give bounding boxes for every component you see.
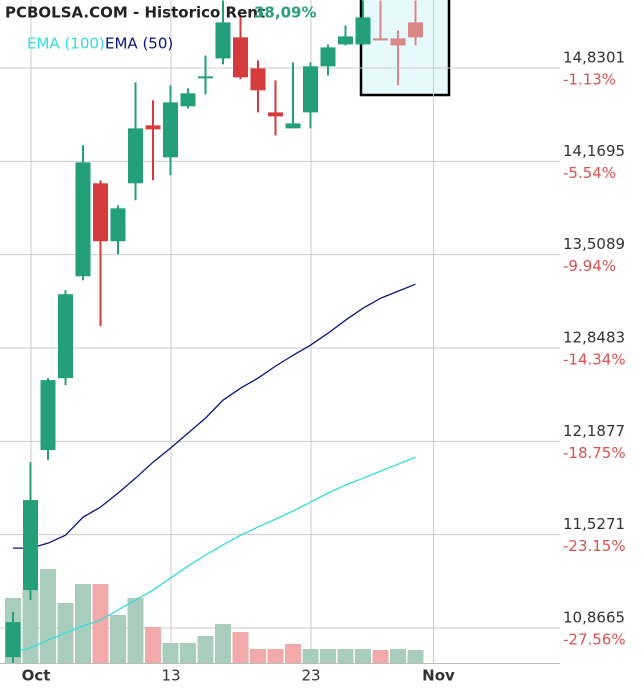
legend-entry: EMA (50) bbox=[105, 35, 173, 53]
y-tick-label: 13,5089 bbox=[563, 235, 625, 253]
axes: 14,8301 14,1695 13,5089 12,8483 12,1877 11,52… bbox=[22, 49, 626, 685]
volume-bar bbox=[197, 636, 214, 663]
candle-body bbox=[40, 380, 56, 451]
candle-body bbox=[338, 36, 353, 45]
candle-body bbox=[215, 22, 231, 59]
chart-title: PCBOLSA.COM - Historico Rent bbox=[5, 4, 265, 22]
volume-bar bbox=[40, 569, 56, 663]
volume-bar bbox=[320, 649, 336, 663]
candle-body bbox=[128, 128, 143, 184]
ema-line bbox=[12, 456, 416, 653]
volume-bar bbox=[92, 584, 109, 663]
candle-body bbox=[268, 112, 283, 117]
selection-box bbox=[359, 0, 451, 97]
y2-tick-label: -1.13% bbox=[563, 70, 616, 88]
volume-bar bbox=[355, 649, 371, 663]
volume-bar bbox=[162, 643, 179, 663]
candle-body bbox=[320, 47, 336, 67]
candle-body bbox=[373, 38, 388, 41]
y2-tick-label: -9.94% bbox=[563, 257, 616, 275]
y-tick-label: 12,1877 bbox=[563, 422, 625, 440]
volume-bar bbox=[127, 598, 144, 663]
candle-body bbox=[93, 183, 108, 242]
y-tick-label: 10,8665 bbox=[563, 609, 625, 627]
candle-body bbox=[250, 68, 266, 91]
candle-body bbox=[233, 37, 248, 78]
volume-bar bbox=[407, 650, 424, 663]
volume-bar bbox=[110, 615, 126, 663]
volume-bar bbox=[180, 643, 196, 663]
candle-body bbox=[390, 38, 406, 46]
candle-body bbox=[110, 208, 126, 242]
y2-tick-label: -18.75% bbox=[563, 444, 626, 462]
volume-bar bbox=[215, 624, 231, 663]
candle-body bbox=[198, 76, 213, 79]
candle-body bbox=[180, 93, 196, 107]
candle-body bbox=[75, 162, 91, 277]
y2-tick-label: -5.54% bbox=[563, 164, 616, 182]
ema-lines bbox=[12, 283, 416, 653]
legend-entry: EMA (100) bbox=[27, 35, 105, 53]
ema-line bbox=[13, 283, 416, 549]
y-tick-label: 14,8301 bbox=[563, 49, 625, 67]
candle-body bbox=[303, 66, 318, 113]
title-value: 38,09% bbox=[254, 4, 316, 22]
volume-bar bbox=[390, 649, 406, 663]
x-tick-label: 23 bbox=[301, 667, 320, 685]
candle-body bbox=[145, 125, 161, 130]
candles bbox=[5, 0, 423, 663]
volume-bars bbox=[5, 569, 424, 663]
x-tick-label: Nov bbox=[422, 667, 455, 685]
y-tick-label: 14,1695 bbox=[563, 142, 625, 160]
candle-body bbox=[408, 22, 423, 38]
grid bbox=[0, 0, 560, 663]
candle-body bbox=[5, 622, 21, 658]
y2-tick-label: -14.34% bbox=[563, 350, 626, 368]
candle-body bbox=[58, 294, 73, 379]
volume-bar bbox=[302, 649, 319, 663]
candle-body bbox=[163, 102, 178, 158]
volume-bar bbox=[22, 590, 39, 663]
volume-bar bbox=[232, 632, 249, 663]
volume-bar bbox=[267, 649, 284, 663]
y2-tick-label: -27.56% bbox=[563, 630, 626, 648]
y-tick-label: 11,5271 bbox=[563, 515, 625, 533]
candle-body bbox=[23, 500, 38, 591]
volume-bar bbox=[75, 584, 91, 663]
volume-bar bbox=[337, 649, 354, 663]
x-tick-label: Oct bbox=[22, 667, 51, 685]
x-tick-label: 13 bbox=[161, 667, 180, 685]
y2-tick-label: -23.15% bbox=[563, 537, 626, 555]
y-tick-label: 12,8483 bbox=[563, 329, 625, 347]
volume-bar bbox=[145, 627, 161, 663]
candle-body bbox=[285, 123, 301, 129]
candle-body bbox=[355, 17, 371, 45]
volume-bar bbox=[285, 644, 301, 663]
volume-bar bbox=[372, 650, 389, 663]
volume-bar bbox=[250, 649, 266, 663]
